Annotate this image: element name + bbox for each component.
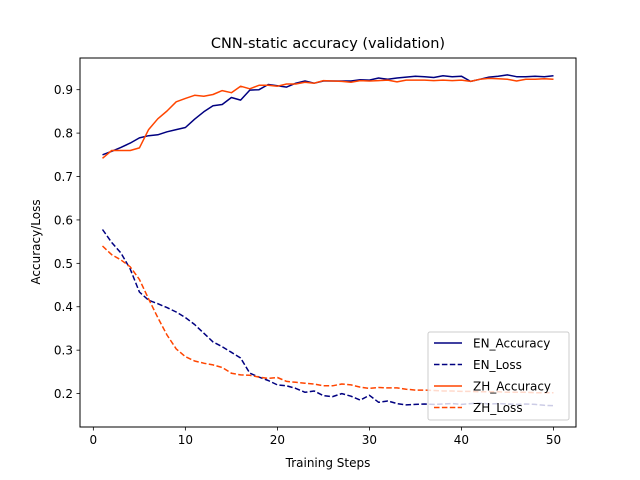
x-tick-label: 0 bbox=[90, 433, 98, 447]
x-tick-label: 10 bbox=[178, 433, 193, 447]
plot-area-frame bbox=[79, 57, 577, 428]
legend-label-zh-accuracy: ZH_Accuracy bbox=[473, 380, 551, 394]
x-tick-label: 50 bbox=[546, 433, 561, 447]
y-tick-label: 0.4 bbox=[54, 300, 73, 314]
x-tick-label: 40 bbox=[454, 433, 469, 447]
x-axis-label: Training Steps bbox=[285, 456, 371, 470]
chart-title: CNN-static accuracy (validation) bbox=[211, 36, 445, 52]
y-tick-label: 0.7 bbox=[54, 170, 73, 184]
legend-label-en-accuracy: EN_Accuracy bbox=[473, 337, 550, 351]
y-axis-label: Accuracy/Loss bbox=[29, 199, 43, 284]
legend-box bbox=[427, 331, 570, 421]
legend-label-zh-loss: ZH_Loss bbox=[473, 401, 523, 415]
y-tick-label: 0.3 bbox=[54, 344, 73, 358]
legend: EN_Accuracy EN_Loss ZH_Accuracy ZH_Loss bbox=[427, 331, 570, 421]
y-tick-label: 0.2 bbox=[54, 387, 73, 401]
legend-label-en-loss: EN_Loss bbox=[473, 358, 522, 372]
x-tick-label: 30 bbox=[362, 433, 377, 447]
x-tick-label: 20 bbox=[270, 433, 285, 447]
series-line-zh-accuracy bbox=[102, 77, 554, 159]
axis-ticks: 0 10 20 30 40 50 0.2 0.3 0.4 0.5 0.6 0.7 0.8 0.9 bbox=[54, 83, 561, 447]
y-tick-label: 0.8 bbox=[54, 127, 73, 141]
y-tick-label: 0.5 bbox=[54, 257, 73, 271]
y-tick-label: 0.9 bbox=[54, 83, 73, 97]
y-tick-label: 0.6 bbox=[54, 213, 73, 227]
